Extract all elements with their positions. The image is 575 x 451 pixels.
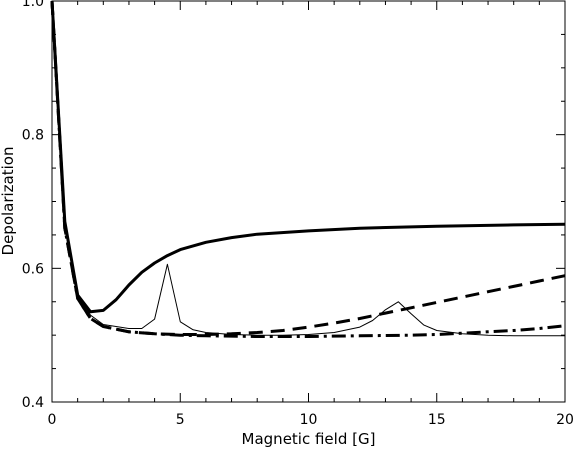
y-tick-label: 0.4 bbox=[22, 395, 44, 411]
plot-frame bbox=[51, 0, 566, 403]
series-lines bbox=[50, 0, 566, 338]
y-tick-label: 0.6 bbox=[22, 261, 44, 277]
x-tick-label: 20 bbox=[556, 412, 574, 428]
x-axis-label: Magnetic field [G] bbox=[242, 430, 376, 448]
y-tick-label: 1.0 bbox=[22, 0, 44, 10]
series-line-solid-thin bbox=[51, 0, 565, 337]
x-tick-label: 10 bbox=[300, 412, 318, 428]
series-line-dashdot-thick bbox=[50, 0, 566, 338]
y-axis-label: Depolarization bbox=[0, 147, 17, 256]
x-tick-label: 0 bbox=[48, 412, 57, 428]
axis-ticks bbox=[51, 0, 566, 403]
x-tick-label: 5 bbox=[176, 412, 185, 428]
tick-labels: 0 5 10 15 20 0.4 0.6 0.8 1.0 bbox=[22, 0, 574, 428]
series-line-solid-thick bbox=[50, 0, 566, 314]
x-tick-label: 15 bbox=[428, 412, 446, 428]
y-tick-label: 0.8 bbox=[22, 128, 44, 144]
